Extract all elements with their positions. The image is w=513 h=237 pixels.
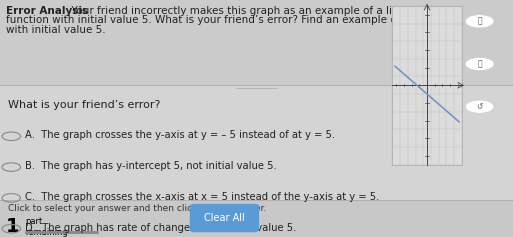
FancyBboxPatch shape bbox=[190, 204, 259, 232]
Text: ↺: ↺ bbox=[477, 102, 483, 111]
Text: Clear All: Clear All bbox=[204, 213, 245, 223]
Text: remaining: remaining bbox=[26, 228, 68, 237]
Circle shape bbox=[465, 100, 494, 113]
Text: Click to select your answer and then click Check Answer.: Click to select your answer and then cli… bbox=[8, 204, 266, 213]
Text: D.  The graph has rate of change 5, not initial value 5.: D. The graph has rate of change 5, not i… bbox=[25, 223, 296, 233]
Text: 1: 1 bbox=[6, 217, 20, 236]
Text: B.  The graph has y-intercept 5, not initial value 5.: B. The graph has y-intercept 5, not init… bbox=[25, 161, 277, 171]
Text: with initial value 5.: with initial value 5. bbox=[6, 25, 106, 35]
Text: 🔍: 🔍 bbox=[477, 59, 482, 68]
Text: A.  The graph crosses the y-axis at y = – 5 instead of at y = 5.: A. The graph crosses the y-axis at y = –… bbox=[25, 130, 335, 140]
Circle shape bbox=[465, 57, 494, 71]
Circle shape bbox=[465, 15, 494, 28]
Text: C.  The graph crosses the x-axis at x = 5 instead of the y-axis at y = 5.: C. The graph crosses the x-axis at x = 5… bbox=[25, 192, 379, 202]
FancyBboxPatch shape bbox=[0, 200, 513, 237]
Text: Error Analysis: Error Analysis bbox=[6, 6, 88, 16]
Text: part: part bbox=[26, 217, 43, 226]
FancyBboxPatch shape bbox=[0, 0, 513, 85]
Text: 🔍: 🔍 bbox=[477, 17, 482, 26]
Text: Your friend incorrectly makes this graph as an example of a linear: Your friend incorrectly makes this graph… bbox=[65, 6, 416, 16]
FancyBboxPatch shape bbox=[392, 6, 462, 165]
Text: What is your friend’s error?: What is your friend’s error? bbox=[8, 100, 160, 109]
Text: function with initial value 5. What is your friend’s error? Find an example of a: function with initial value 5. What is y… bbox=[6, 15, 444, 25]
